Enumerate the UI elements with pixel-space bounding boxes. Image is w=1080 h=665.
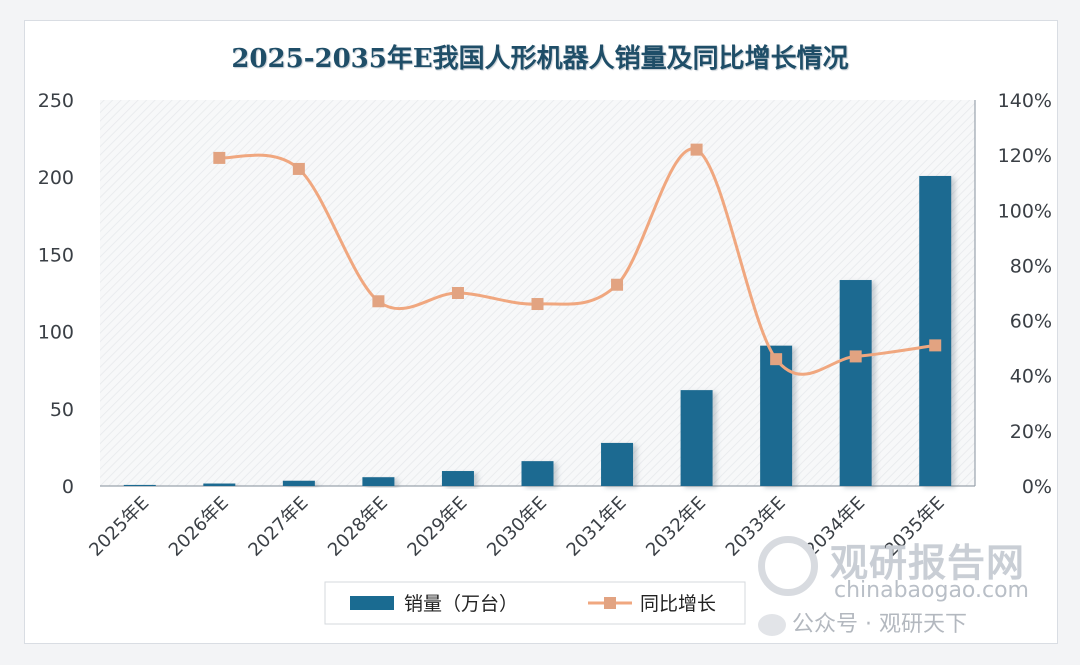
bar-sales — [362, 477, 395, 486]
wechat-label: 公众号 · 观研天下 — [792, 612, 967, 637]
bar-sales — [203, 483, 236, 486]
growth-marker — [372, 295, 385, 308]
footer-logo-icon — [758, 536, 818, 596]
y-right-tick-label: 40% — [1010, 366, 1052, 388]
y-right-tick-label: 100% — [998, 200, 1052, 222]
y-right-tick-label: 20% — [1010, 421, 1052, 443]
x-tick-label: 2027年E — [244, 493, 312, 561]
x-tick-label: 2025年E — [85, 493, 153, 561]
growth-marker — [849, 350, 862, 363]
legend-swatch-marker — [604, 597, 616, 609]
wechat-account: 公众号 · 观研天下 — [758, 606, 967, 638]
growth-marker — [213, 151, 226, 164]
y-right-tick-label: 0% — [1022, 476, 1052, 498]
bar-sales — [760, 345, 793, 486]
legend-label-bar: 销量（万台） — [404, 593, 518, 615]
y-right-tick-label: 60% — [1010, 311, 1052, 333]
footer-watermark: 观研报告网 chinabaogao.com 公众号 · 观研天下 — [748, 528, 1048, 648]
legend-box — [324, 581, 746, 625]
bar-sales — [282, 480, 315, 486]
legend-swatch-bar — [350, 596, 394, 610]
growth-marker — [451, 287, 464, 299]
growth-marker — [531, 298, 544, 311]
chart-title: 2025-2035年E我国人形机器人销量及同比增长情况 — [231, 44, 849, 74]
y-left-tick-label: 50 — [50, 399, 74, 421]
bar-sales — [919, 175, 952, 487]
growth-marker — [929, 339, 942, 352]
bar-sales — [601, 442, 634, 486]
footer-url: chinabaogao.com — [834, 578, 1029, 603]
x-tick-label: 2030年E — [483, 493, 551, 561]
wechat-icon — [758, 614, 786, 636]
y-left-tick-label: 0 — [62, 476, 74, 498]
growth-marker — [690, 143, 703, 156]
y-right-tick-label: 140% — [998, 90, 1052, 112]
bar-sales — [521, 461, 554, 486]
footer-brand: 观研报告网 — [830, 541, 1026, 585]
y-left-tick-label: 150 — [38, 244, 74, 266]
growth-marker — [292, 162, 305, 175]
bar-sales — [123, 484, 156, 486]
x-tick-label: 2026年E — [165, 493, 233, 561]
bar-sales — [680, 390, 713, 486]
x-tick-label: 2031年E — [563, 493, 631, 561]
growth-marker — [611, 278, 624, 291]
x-tick-label: 2029年E — [403, 493, 471, 561]
x-tick-label: 2032年E — [642, 493, 710, 561]
y-left-tick-label: 200 — [38, 167, 74, 189]
bar-sales — [441, 471, 474, 486]
y-right-tick-label: 80% — [1010, 255, 1052, 277]
growth-marker — [770, 353, 783, 366]
bar-sales — [839, 280, 872, 486]
legend-label-line: 同比增长 — [640, 593, 716, 615]
plot-area — [100, 100, 975, 486]
y-left-tick-label: 250 — [38, 90, 74, 112]
growth-line — [219, 147, 936, 376]
y-right-tick-label: 120% — [998, 145, 1052, 167]
y-left-tick-label: 100 — [38, 322, 74, 344]
x-tick-label: 2028年E — [324, 493, 392, 561]
